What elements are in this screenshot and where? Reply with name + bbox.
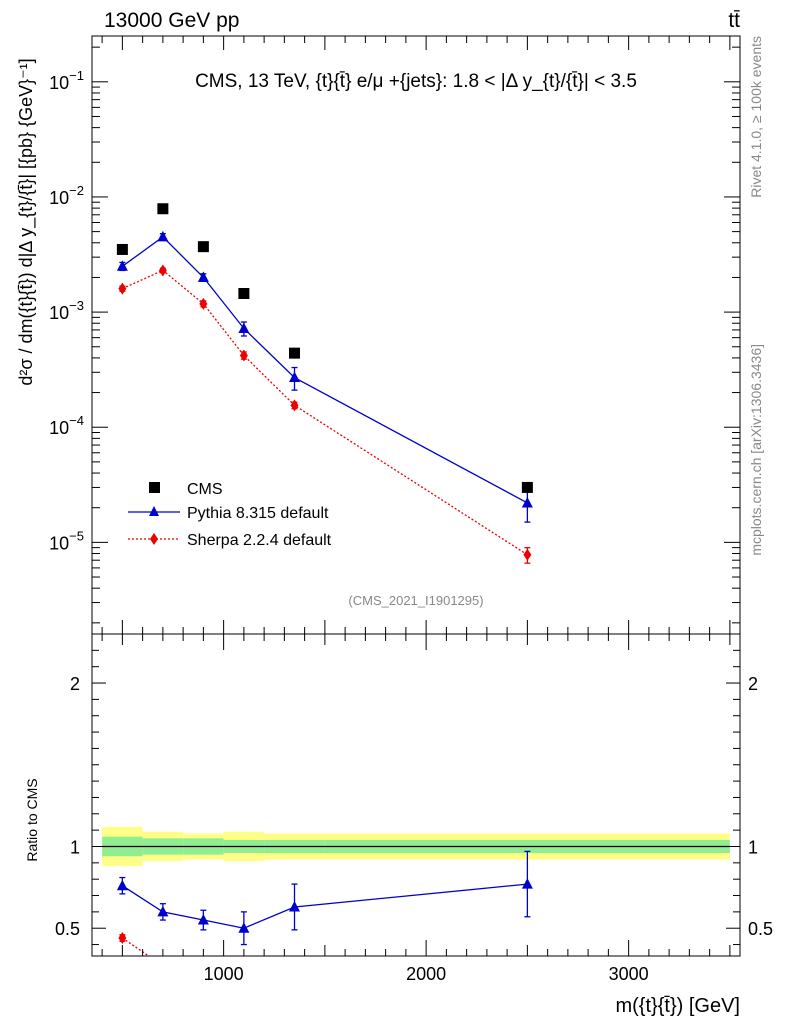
main-y-tick-label: 10−5 bbox=[49, 528, 84, 553]
ratio-sherpa-point bbox=[118, 932, 127, 945]
main-y-tick-label: 10−2 bbox=[49, 183, 84, 208]
main-sherpa-line bbox=[122, 269, 528, 556]
main-sherpa-point bbox=[523, 548, 532, 561]
ratio-frame bbox=[91, 633, 741, 957]
main-pythia-point bbox=[197, 271, 209, 282]
ratio-pythia-point bbox=[116, 879, 128, 891]
legend-pythia-label: Pythia 8.315 default bbox=[187, 505, 329, 522]
main-pythia-point bbox=[521, 496, 533, 508]
header-energy-label: 13000 GeV pp bbox=[104, 9, 239, 32]
x-tick-label: 2000 bbox=[406, 964, 446, 984]
legend-cms-label: CMS bbox=[187, 481, 223, 498]
main-pythia-line bbox=[122, 236, 528, 504]
main-sherpa-point bbox=[158, 264, 167, 277]
main-cms-point bbox=[116, 243, 128, 255]
ratio-y-axis-label: Ratio to CMS bbox=[24, 778, 40, 861]
ratio-pythia-point bbox=[521, 878, 533, 889]
mcplots-label: mcplots.cern.ch [arXiv:1306.3436] bbox=[748, 344, 764, 556]
main-pythia-point bbox=[289, 371, 300, 383]
ratio-y-tick-label-right: 0.5 bbox=[748, 919, 773, 939]
main-sherpa-point bbox=[199, 297, 208, 310]
main-pythia-point bbox=[116, 260, 128, 271]
main-y-tick-label: 10−4 bbox=[49, 413, 84, 438]
legend: CMS Pythia 8.315 default Sherpa 2.2.4 de… bbox=[128, 481, 332, 549]
main-cms-point bbox=[197, 241, 209, 253]
ratio-pythia-point bbox=[289, 900, 300, 912]
main-sherpa-point bbox=[118, 282, 127, 295]
legend-pythia-marker bbox=[149, 506, 159, 516]
legend-sherpa-label: Sherpa 2.2.4 default bbox=[187, 532, 332, 549]
ratio-pythia-point bbox=[197, 914, 209, 925]
ratio-y-tick-label: 0.5 bbox=[55, 919, 80, 939]
legend-sherpa-marker bbox=[150, 533, 158, 545]
main-cms-point bbox=[157, 203, 169, 215]
main-y-tick-label: 10−1 bbox=[49, 68, 84, 93]
main-sherpa-point bbox=[239, 349, 248, 362]
ratio-y-tick-label: 2 bbox=[70, 674, 80, 694]
main-title: CMS, 13 TeV, {t}{t̄} e/μ +{jets}: 1.8 < … bbox=[195, 71, 637, 92]
header-process-label: tt̄ bbox=[728, 9, 740, 32]
x-tick-label: 3000 bbox=[609, 964, 649, 984]
legend-cms-marker bbox=[149, 482, 160, 493]
ratio-y-tick-label-right: 1 bbox=[748, 837, 758, 857]
ratio-pythia-point bbox=[157, 905, 169, 917]
x-tick-label: 1000 bbox=[204, 964, 244, 984]
watermark-label: (CMS_2021_I1901295) bbox=[348, 593, 483, 608]
main-sherpa-point bbox=[290, 399, 299, 412]
ratio-sherpa-point bbox=[159, 960, 167, 972]
main-y-axis-label: d²σ / dm({t}{t̄}) d|Δ y_{t}/{t̄}| [{pb} … bbox=[16, 58, 37, 385]
ratio-y-tick-label: 1 bbox=[70, 837, 80, 857]
ratio-pythia-point bbox=[238, 922, 250, 933]
main-cms-point bbox=[238, 288, 250, 300]
ratio-pythia-line bbox=[122, 883, 528, 929]
main-cms-point bbox=[289, 347, 300, 359]
main-cms-point bbox=[521, 481, 533, 493]
ratio-y-tick-label-right: 2 bbox=[748, 674, 758, 694]
main-pythia-point bbox=[238, 322, 250, 334]
main-pythia-point bbox=[157, 230, 169, 242]
rivet-version-label: Rivet 4.1.0, ≥ 100k events bbox=[748, 36, 764, 198]
x-axis-label: m({t}{t̄}) [GeV] bbox=[615, 995, 740, 1017]
main-y-tick-label: 10−3 bbox=[49, 298, 84, 323]
